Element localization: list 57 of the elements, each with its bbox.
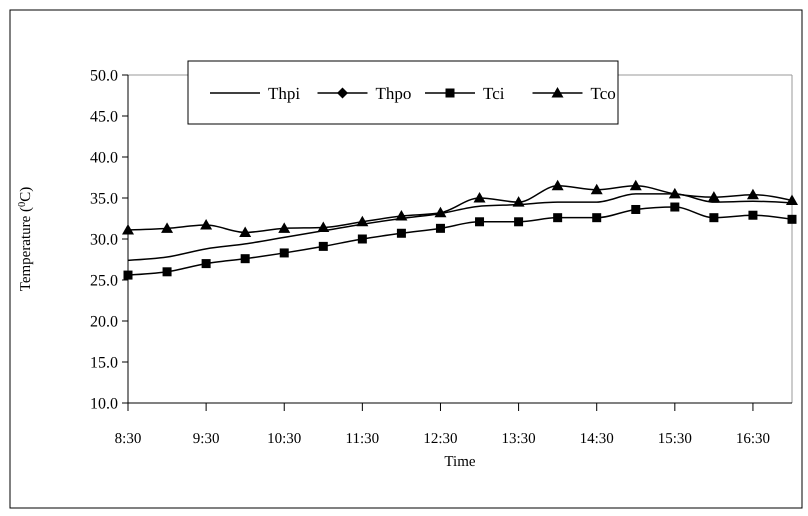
x-tick-label: 14:30 (580, 431, 614, 447)
point (746, 188, 759, 200)
point (317, 222, 330, 232)
point (124, 270, 132, 280)
point (748, 210, 758, 220)
point (786, 194, 798, 205)
point (630, 180, 642, 190)
point (200, 219, 212, 230)
y-tick-label: 30.0 (90, 232, 118, 249)
point (592, 213, 602, 222)
y-tick-label: 25.0 (90, 272, 118, 290)
x-tick-label: 8:30 (114, 431, 142, 447)
legend-label: Tci (483, 84, 505, 103)
point (709, 213, 718, 222)
point (514, 217, 524, 226)
y-tick-label: 20.0 (90, 314, 118, 331)
point (318, 242, 328, 251)
point (161, 222, 174, 233)
x-tick-label: 9:30 (192, 431, 220, 447)
x-tick-label: 11:30 (346, 431, 380, 447)
point (788, 214, 796, 224)
point (240, 254, 250, 264)
point (512, 196, 525, 207)
point (474, 192, 486, 202)
y-tick-label: 15.0 (90, 354, 118, 372)
point (553, 213, 562, 222)
y-tick-label: 45.0 (90, 108, 118, 126)
x-tick-label: 16:30 (736, 431, 770, 447)
y-tick-label: 35.0 (90, 190, 118, 208)
point (708, 191, 720, 202)
point (122, 224, 134, 234)
x-axis-title: Time (444, 454, 476, 470)
point (590, 184, 603, 194)
point (239, 226, 252, 237)
point (436, 224, 445, 233)
legend-label: Thpo (376, 84, 412, 103)
y-tick-label: 10.0 (90, 396, 118, 413)
x-tick-label: 13:30 (502, 431, 536, 447)
point (475, 217, 484, 226)
x-tick-label: 12:30 (423, 431, 458, 447)
x-tick-label: 15:30 (658, 431, 692, 447)
point (278, 222, 290, 233)
point (358, 234, 367, 244)
point (202, 259, 211, 268)
y-tick-label: 40.0 (90, 150, 118, 167)
y-tick-label: 50.0 (90, 68, 118, 85)
legend-label: Thpi (268, 84, 300, 103)
point (631, 204, 640, 214)
legend-label: Tco (590, 84, 616, 103)
point (395, 210, 408, 221)
point (670, 202, 680, 212)
point (162, 267, 172, 276)
x-tick-label: 10:30 (267, 431, 302, 447)
point (280, 248, 289, 258)
point (552, 180, 564, 190)
point (356, 216, 368, 226)
point (396, 228, 406, 238)
